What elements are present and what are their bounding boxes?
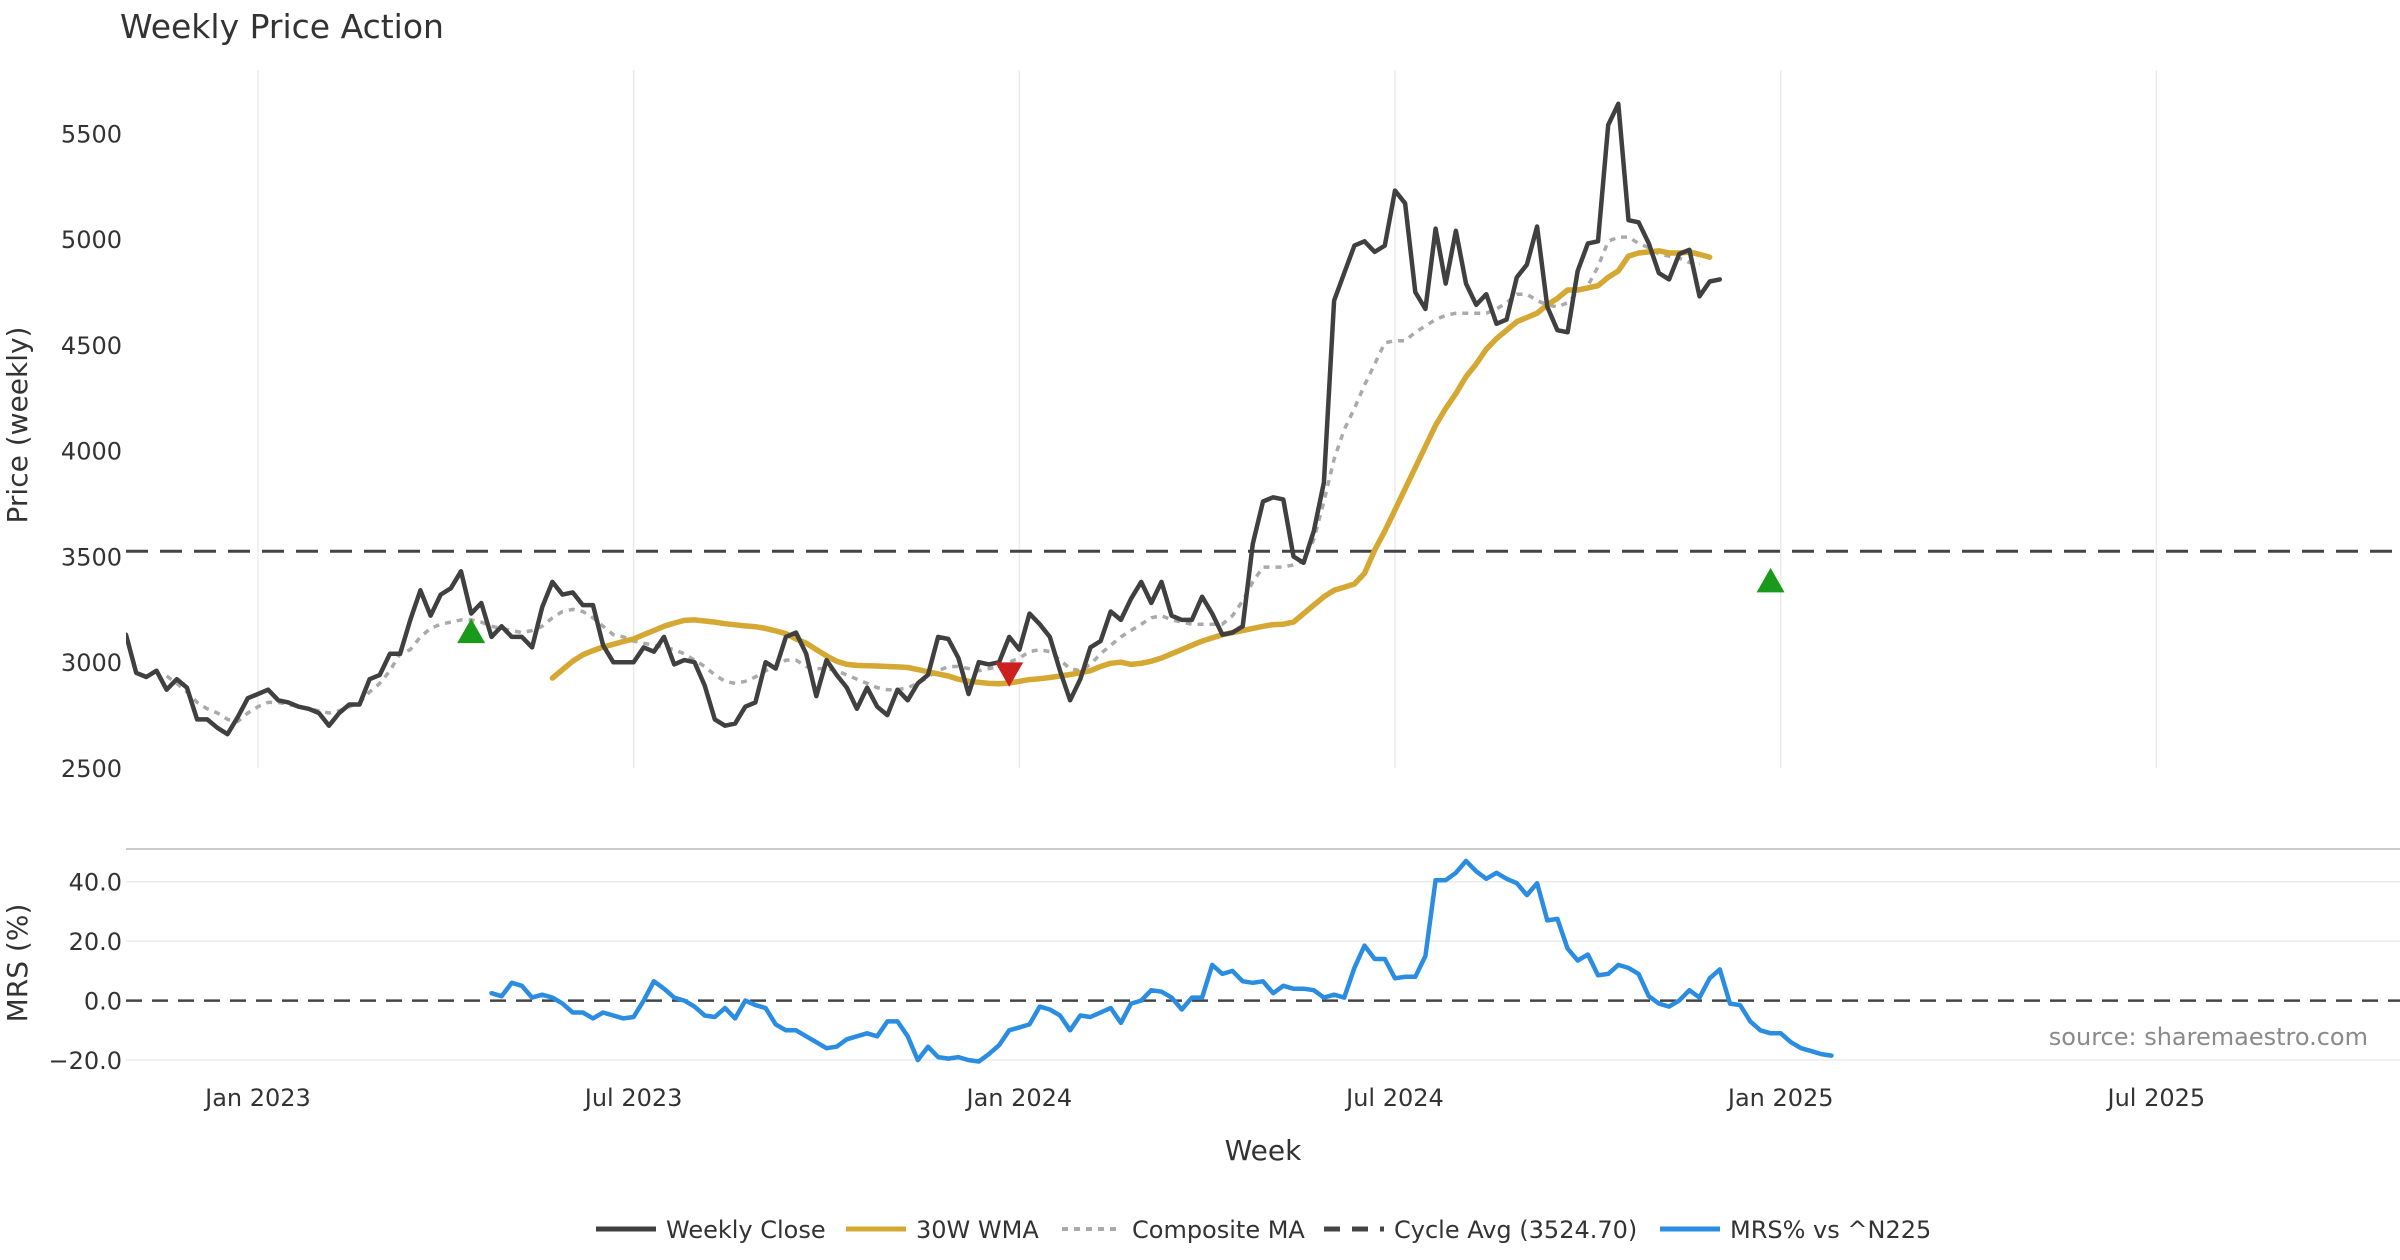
legend-label-composite-ma: Composite MA [1132,1216,1305,1244]
buy-signal-marker [1756,567,1785,593]
mrs-panel: −20.0 0.0 20.0 40.0 MRS (%) source: sharema… [1,858,2400,1075]
mrs-y-tick-label: 40.0 [69,869,122,897]
mrs-y-axis-label: MRS (%) [1,904,34,1023]
x-tick-label: Jul 2025 [2106,1084,2206,1112]
price-panel: 2500 3000 3500 4000 4500 5000 5500 Price (week… [1,70,2400,783]
mrs-y-tick-label: 0.0 [84,988,122,1016]
mrs-line [489,858,1834,1064]
legend-label-weekly-close: Weekly Close [666,1216,826,1244]
x-axis-ticks: Jan 2023 Jul 2023 Jan 2024 Jul 2024 Jan 2025… [203,1084,2205,1112]
price-series [126,101,2400,737]
price-y-tick-label: 2500 [61,755,122,783]
legend-label-mrs-vs-n225: MRS% vs ^N225 [1730,1216,1931,1244]
x-tick-label: Jan 2023 [203,1084,311,1112]
x-tick-label: Jan 2024 [965,1084,1073,1112]
price-y-tick-label: 3000 [61,649,122,677]
price-y-tick-label: 4000 [61,438,122,466]
price-y-ticks: 2500 3000 3500 4000 4500 5000 5500 [61,120,122,783]
price-y-tick-label: 5500 [61,120,122,148]
price-y-tick-label: 4500 [61,332,122,360]
mrs-y-tick-label: 20.0 [69,928,122,956]
sell-signal-marker [995,662,1024,687]
mrs-gridlines [126,880,2400,1061]
price-y-axis-label: Price (weekly) [1,327,34,524]
x-tick-label: Jul 2024 [1344,1084,1444,1112]
mrs-y-ticks: −20.0 0.0 20.0 40.0 [48,869,122,1075]
x-tick-label: Jan 2025 [1726,1084,1834,1112]
x-axis-label: Week [1225,1134,1302,1167]
legend-label-30w-wma: 30W WMA [916,1216,1039,1244]
chart-title: Weekly Price Action [120,7,444,46]
30w-wma-line [549,248,1713,687]
x-tick-label: Jul 2023 [583,1084,683,1112]
mrs-y-tick-label: −20.0 [48,1047,122,1075]
legend: Weekly Close 30W WMA Composite MA Cycle Avg… [596,1216,1931,1244]
legend-label-cycle-avg-3524-70: Cycle Avg (3524.70) [1394,1216,1637,1244]
price-y-tick-label: 5000 [61,226,122,254]
price-gridlines [257,70,2158,768]
mrs-series [489,858,1834,1064]
signal-markers [457,567,1785,687]
buy-signal-marker [457,618,486,644]
price-y-tick-label: 3500 [61,543,122,571]
weekly-close-line [126,101,1723,737]
source-note: source: sharemaestro.com [2049,1023,2368,1051]
